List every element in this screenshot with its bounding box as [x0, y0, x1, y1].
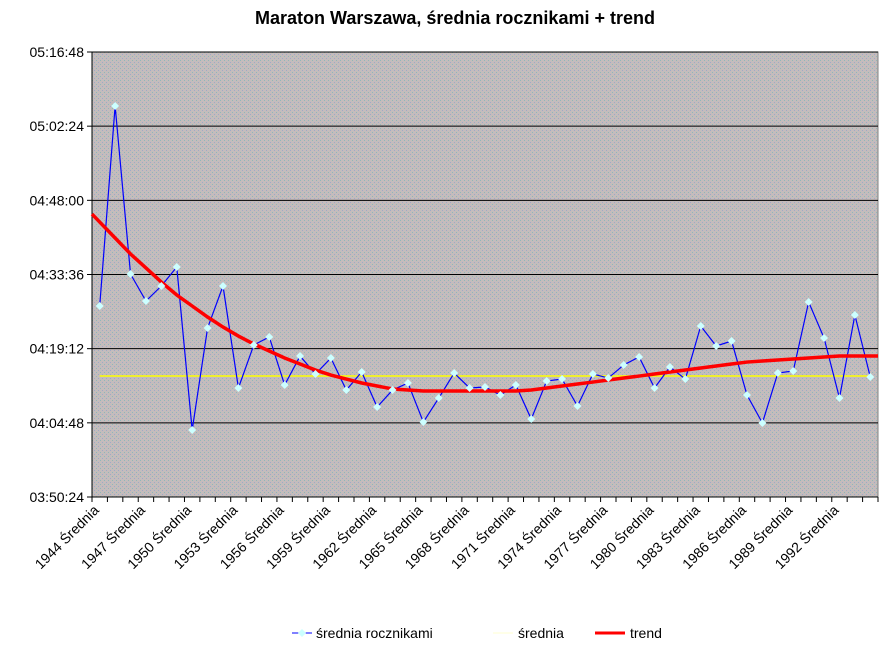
- data-point: [95, 302, 104, 311]
- data-point: [280, 380, 289, 389]
- data-point: [789, 366, 798, 375]
- chart-title: Maraton Warszawa, średnia rocznikami + t…: [255, 8, 655, 28]
- data-point: [249, 340, 258, 349]
- data-point: [835, 394, 844, 403]
- data-point: [511, 380, 520, 389]
- data-point: [712, 342, 721, 351]
- legend-label: średnia rocznikami: [316, 625, 433, 641]
- data-point: [265, 332, 274, 341]
- data-point: [388, 386, 397, 395]
- data-point: [234, 383, 243, 392]
- data-point: [373, 403, 382, 412]
- data-point: [111, 101, 120, 110]
- y-tick-label: 04:04:48: [30, 415, 85, 431]
- data-point: [588, 369, 597, 378]
- data-point: [527, 415, 536, 424]
- data-point: [434, 394, 443, 403]
- data-point: [542, 377, 551, 386]
- data-point: [850, 311, 859, 320]
- y-tick-label: 05:02:24: [30, 118, 85, 134]
- data-point: [558, 375, 567, 384]
- data-point: [727, 337, 736, 346]
- data-point: [141, 297, 150, 306]
- data-point: [743, 391, 751, 400]
- data-point: [481, 383, 489, 392]
- data-point: [188, 426, 197, 435]
- legend-marker: [298, 629, 306, 637]
- data-point: [635, 352, 644, 361]
- data-point: [696, 322, 705, 331]
- data-point: [326, 354, 335, 363]
- data-point: [126, 269, 135, 278]
- data-point: [573, 402, 582, 411]
- data-point: [465, 383, 474, 392]
- data-point: [650, 383, 659, 392]
- y-tick-label: 04:19:12: [30, 341, 85, 357]
- legend-label: średnia: [518, 625, 564, 641]
- y-tick-label: 04:48:00: [30, 192, 85, 208]
- data-point: [342, 386, 351, 395]
- data-point: [311, 369, 320, 378]
- y-tick-label: 04:33:36: [30, 267, 85, 283]
- data-point: [450, 369, 459, 378]
- y-tick-label: 03:50:24: [30, 489, 85, 505]
- data-point: [496, 391, 505, 400]
- data-point: [203, 323, 212, 332]
- data-point: [773, 369, 782, 378]
- data-point: [604, 374, 613, 383]
- data-point: [665, 363, 674, 372]
- data-point: [172, 263, 181, 272]
- data-point: [219, 282, 227, 291]
- data-point: [357, 368, 366, 377]
- data-point: [866, 372, 875, 381]
- data-point: [157, 282, 166, 291]
- data-point: [619, 360, 628, 369]
- data-point: [419, 418, 428, 427]
- data-point: [804, 298, 813, 307]
- data-point: [403, 379, 412, 388]
- legend-label: trend: [630, 625, 662, 641]
- data-point: [296, 352, 305, 361]
- y-tick-label: 05:16:48: [30, 44, 85, 60]
- data-point: [681, 375, 690, 384]
- data-point: [820, 334, 829, 343]
- data-point: [758, 419, 767, 428]
